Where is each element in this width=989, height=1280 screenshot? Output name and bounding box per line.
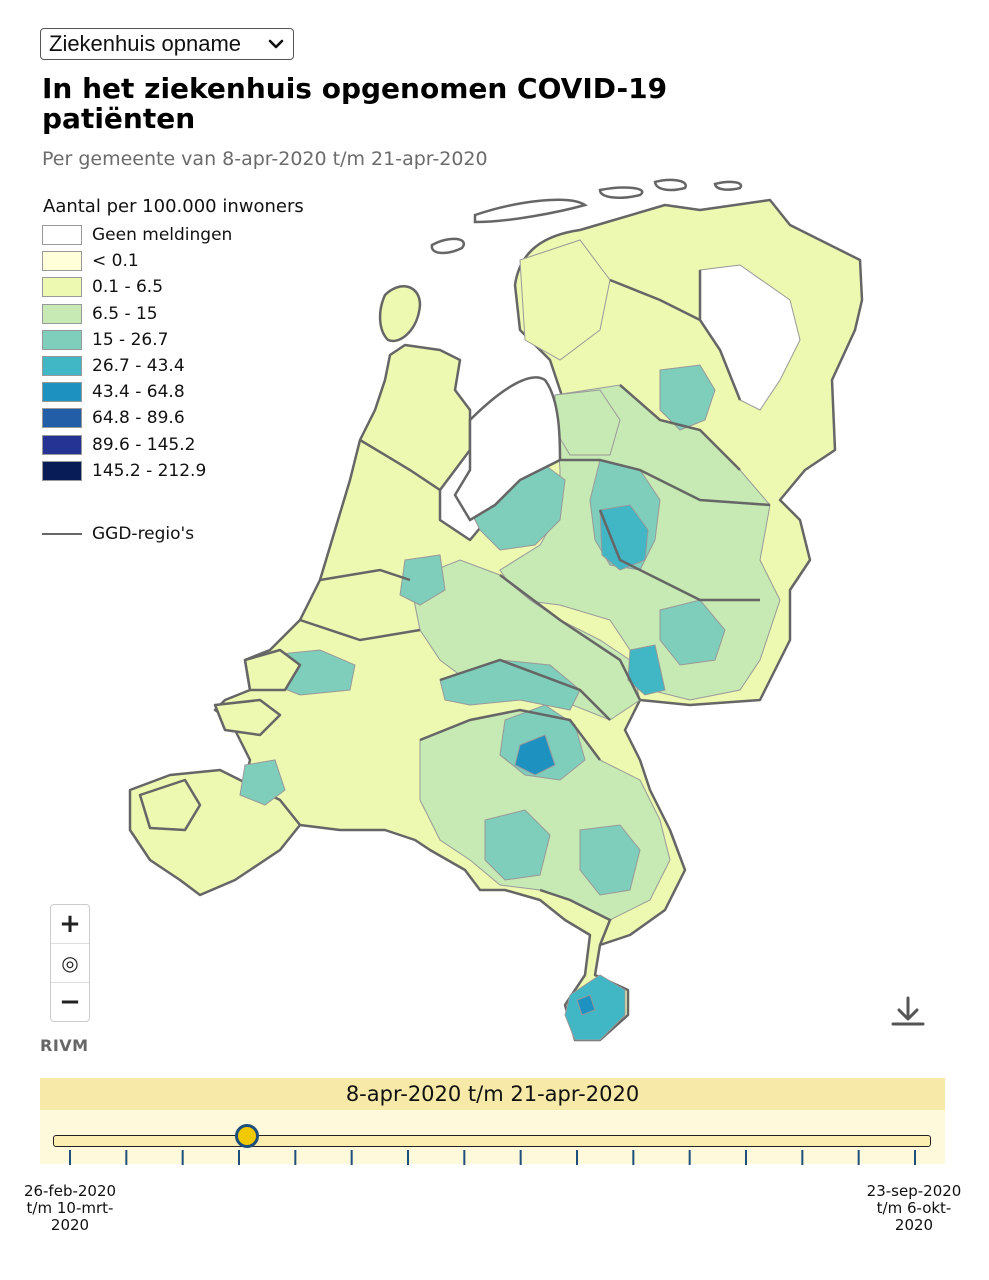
legend-label: 6.5 - 15	[92, 303, 158, 324]
island-ameland	[598, 186, 644, 199]
timeline-header: 8-apr-2020 t/m 21-apr-2020	[40, 1078, 945, 1110]
region-uden	[514, 734, 556, 776]
region-rivierenland	[439, 659, 581, 711]
legend-swatch	[42, 460, 82, 481]
legend-label: 15 - 26.7	[92, 329, 169, 350]
netherlands-map[interactable]	[0, 0, 989, 1070]
region-drenthe-south	[659, 364, 716, 431]
legend-label: 64.8 - 89.6	[92, 408, 185, 429]
download-icon[interactable]	[888, 994, 928, 1032]
page-subtitle: Per gemeente van 8-apr-2020 t/m 21-apr-2…	[42, 148, 488, 170]
ggd-boundaries	[299, 270, 771, 946]
legend-ggd-label: GGD-regio's	[92, 524, 195, 544]
target-icon: ◎	[61, 951, 79, 975]
island-terschelling	[473, 198, 588, 224]
indicator-select[interactable]: Ziekenhuis opname	[40, 28, 294, 60]
chevron-down-icon	[268, 39, 284, 49]
minus-icon: −	[59, 987, 81, 1017]
timeline-track[interactable]	[53, 1135, 931, 1147]
indicator-select-value: Ziekenhuis opname	[49, 31, 242, 56]
legend-label: < 0.1	[92, 251, 139, 272]
legend-item: Geen meldingen	[42, 224, 232, 246]
zoom-in-button[interactable]: +	[51, 905, 89, 944]
region-peel	[579, 824, 641, 896]
region-zaanstreek	[399, 554, 446, 606]
legend-title: Aantal per 100.000 inwoners	[43, 196, 304, 217]
legend-swatch	[42, 382, 82, 403]
legend-item: 6.5 - 15	[42, 303, 158, 325]
legend-swatch	[42, 251, 82, 272]
legend-label: Geen meldingen	[92, 225, 233, 245]
timeline-start-label: 26-feb-2020 t/m 10-mrt-2020	[23, 1182, 117, 1234]
legend-swatch	[42, 356, 82, 376]
region-goeree	[243, 648, 302, 692]
legend-swatch	[42, 408, 82, 429]
region-maastricht	[576, 994, 596, 1016]
region-zwolle	[599, 504, 649, 571]
region-eindhoven	[484, 809, 551, 881]
legend-label: 89.6 - 145.2	[92, 434, 196, 455]
island-schiermonnikoog	[653, 178, 688, 192]
zoom-out-button[interactable]: −	[51, 983, 89, 1021]
ggd-line-swatch	[42, 533, 82, 535]
legend-swatch	[42, 303, 82, 324]
legend-item: 89.6 - 145.2	[42, 434, 195, 456]
region-schouwen	[213, 698, 282, 737]
timeline-end-label: 23-sep-2020 t/m 6-okt-2020	[866, 1182, 962, 1234]
legend-label: 0.1 - 6.5	[92, 277, 164, 298]
region-friesland	[519, 239, 611, 361]
legend-item: 26.7 - 43.4	[42, 355, 185, 377]
island-texel	[378, 285, 422, 343]
legend-item: 15 - 26.7	[42, 329, 168, 351]
region-goes	[239, 759, 286, 806]
legend-label: 145.2 - 212.9	[92, 460, 207, 481]
legend-item: 64.8 - 89.6	[42, 407, 185, 429]
timeline-ticks	[69, 1150, 916, 1165]
attribution: RIVM	[40, 1036, 89, 1055]
locate-button[interactable]: ◎	[51, 944, 89, 983]
legend-swatch	[42, 277, 82, 298]
legend-swatch	[42, 434, 82, 455]
timeline-handle[interactable]	[235, 1124, 260, 1148]
zoom-controls: + ◎ −	[50, 904, 90, 1022]
legend-swatch	[42, 329, 82, 350]
region-zuid-limburg	[564, 974, 626, 1041]
legend-label: 43.4 - 64.8	[92, 382, 185, 403]
page-title: In het ziekenhuis opgenomen COVID-19 pat…	[42, 72, 668, 135]
legend-item: 43.4 - 64.8	[42, 381, 185, 403]
ijsselmeer	[453, 376, 562, 522]
legend-ggd-row: GGD-regio's	[42, 524, 194, 544]
region-walcheren	[138, 778, 202, 832]
timeline-current-period: 8-apr-2020 t/m 21-apr-2020	[345, 1082, 640, 1106]
island-vlieland	[430, 237, 465, 255]
island-rottumeroog	[713, 180, 743, 191]
legend-label: 26.7 - 43.4	[92, 356, 185, 376]
plus-icon: +	[59, 909, 81, 939]
legend-item: 145.2 - 212.9	[42, 460, 206, 482]
legend-item: < 0.1	[42, 250, 139, 272]
legend-swatch	[42, 225, 82, 245]
legend-item: 0.1 - 6.5	[42, 276, 163, 298]
